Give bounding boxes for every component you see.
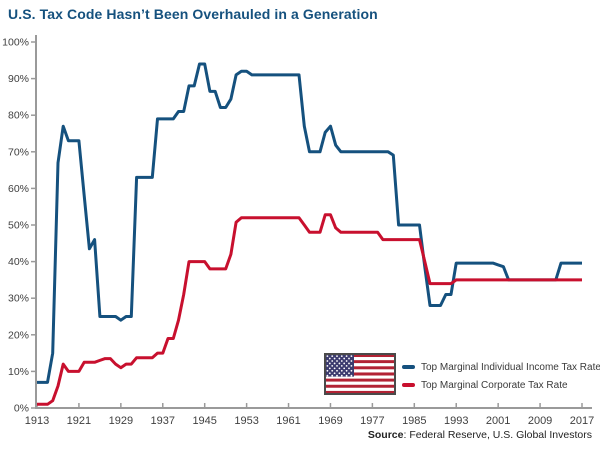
- legend-label: Top Marginal Corporate Tax Rate: [421, 379, 568, 391]
- svg-text:90%: 90%: [8, 73, 29, 85]
- svg-text:1969: 1969: [318, 415, 342, 427]
- source-text: : Federal Reserve, U.S. Global Investors: [403, 429, 593, 441]
- svg-text:50%: 50%: [8, 220, 29, 232]
- blue-line-swatch-icon: [402, 365, 415, 369]
- svg-text:30%: 30%: [8, 293, 29, 305]
- svg-text:2001: 2001: [486, 415, 510, 427]
- legend-label: Top Marginal Individual Income Tax Rate: [421, 361, 600, 373]
- legend-item-individual-rate: Top Marginal Individual Income Tax Rate: [402, 360, 600, 374]
- source-label: Source: [367, 429, 404, 441]
- svg-text:1953: 1953: [234, 415, 258, 427]
- svg-text:1921: 1921: [67, 415, 91, 427]
- svg-text:100%: 100%: [2, 37, 29, 49]
- svg-text:60%: 60%: [8, 183, 29, 195]
- svg-text:70%: 70%: [8, 146, 29, 158]
- svg-text:40%: 40%: [8, 256, 29, 268]
- svg-text:1945: 1945: [192, 415, 216, 427]
- source-note: Source: Federal Reserve, U.S. Global Inv…: [368, 429, 592, 441]
- svg-text:2017: 2017: [570, 415, 594, 427]
- svg-text:1977: 1977: [360, 415, 384, 427]
- chart-legend: Top Marginal Individual Income Tax Rate …: [324, 353, 600, 396]
- svg-text:0%: 0%: [14, 403, 29, 415]
- red-line-swatch-icon: [402, 383, 415, 387]
- us-flag-icon: [324, 353, 396, 395]
- legend-item-corporate-rate: Top Marginal Corporate Tax Rate: [402, 378, 600, 392]
- svg-text:1993: 1993: [444, 415, 468, 427]
- svg-text:1937: 1937: [151, 415, 175, 427]
- svg-text:1913: 1913: [25, 415, 49, 427]
- svg-text:2009: 2009: [528, 415, 552, 427]
- svg-text:1961: 1961: [276, 415, 300, 427]
- svg-text:20%: 20%: [8, 329, 29, 341]
- svg-text:10%: 10%: [8, 366, 29, 378]
- page-title: U.S. Tax Code Hasn’t Been Overhauled in …: [8, 6, 378, 22]
- svg-text:80%: 80%: [8, 110, 29, 122]
- svg-text:1985: 1985: [402, 415, 426, 427]
- legend-rows: Top Marginal Individual Income Tax Rate …: [402, 353, 600, 396]
- svg-text:1929: 1929: [109, 415, 133, 427]
